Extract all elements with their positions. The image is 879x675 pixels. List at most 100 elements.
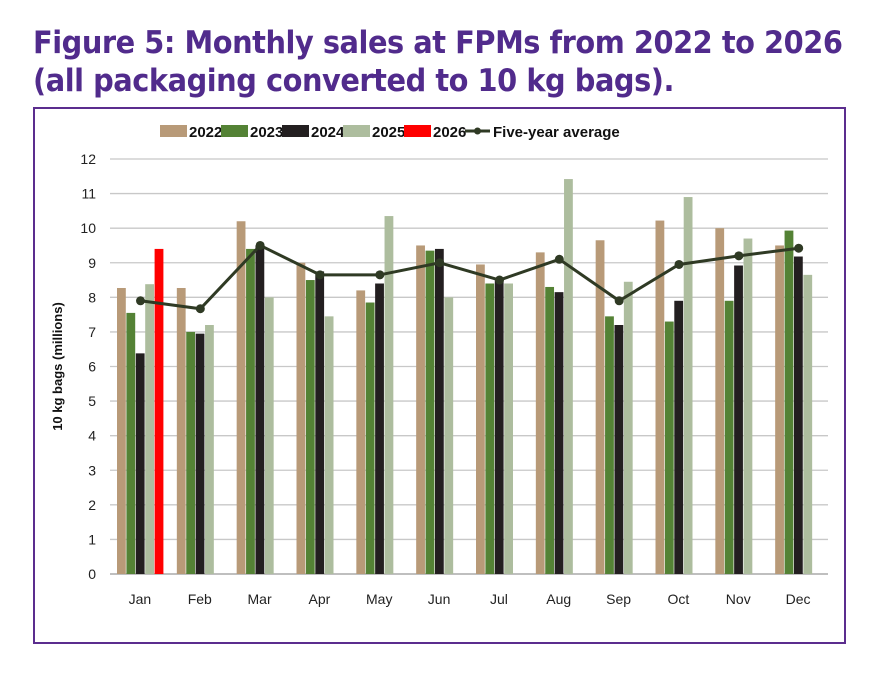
y-tick-label: 9 [88, 255, 96, 271]
y-tick-label: 7 [88, 324, 96, 340]
bar-2023-Aug [545, 286, 555, 574]
bar-2025-Jan [145, 284, 154, 574]
avg-point-Sep [614, 296, 624, 306]
bar-2023-Dec [784, 230, 794, 574]
five-year-average-line [140, 243, 799, 311]
bar-2026-Jan [154, 248, 164, 574]
x-tick-label: Jul [490, 591, 508, 607]
avg-point-May [375, 270, 385, 280]
legend-swatch-2025 [343, 125, 370, 137]
bar-2024-Apr [315, 271, 325, 574]
bar-2022-Nov [715, 228, 725, 574]
bar-2022-Jun [416, 245, 425, 575]
bar-2025-Dec [803, 274, 813, 574]
y-tick-label: 10 [80, 220, 96, 236]
bar-2022-Mar [236, 221, 246, 574]
bar-2022-Feb [176, 287, 186, 574]
bar-2023-Nov [724, 300, 734, 574]
bar-2022-Aug [535, 252, 545, 574]
legend-label: 2025 [372, 124, 405, 141]
bar-2025-Feb [205, 325, 214, 574]
bar-2024-Aug [554, 292, 564, 574]
y-tick-label: 4 [88, 428, 96, 444]
bar-2024-Dec [793, 256, 803, 574]
avg-point-Apr [315, 270, 325, 280]
bar-2025-Nov [743, 238, 753, 574]
bar-2022-Jul [476, 264, 485, 574]
bar-2025-Mar [264, 297, 274, 574]
bar-2023-Jun [425, 250, 435, 575]
bar-2024-Oct [674, 300, 684, 574]
x-tick-label: Oct [668, 591, 690, 607]
bar-2023-Apr [305, 280, 315, 574]
chart-frame [33, 107, 846, 644]
avg-point-Mar [255, 240, 265, 250]
bar-2022-Apr [296, 262, 306, 574]
bar-2023-May [365, 302, 375, 574]
bar-2023-Jul [485, 283, 495, 574]
bar-2024-Feb [195, 333, 205, 574]
title-line-1: Figure 5: Monthly sales at FPMs from 202… [33, 25, 843, 61]
bar-2023-Mar [246, 248, 255, 574]
x-tick-label: Dec [786, 591, 811, 607]
y-tick-label: 8 [88, 289, 96, 305]
bar-2025-May [384, 216, 394, 574]
x-tick-label: Aug [546, 591, 571, 607]
x-tick-label: Mar [248, 591, 272, 607]
bar-2024-Jun [434, 248, 444, 574]
bar-2024-Sep [614, 325, 624, 574]
bar-2023-Jan [126, 312, 136, 574]
bar-2022-Dec [775, 245, 784, 575]
legend-label: 2026 [433, 124, 466, 141]
x-tick-label: Nov [726, 591, 751, 607]
y-tick-label: 5 [88, 393, 96, 409]
bar-2023-Sep [605, 316, 614, 574]
y-axis-label: 10 kg bags (millions) [50, 302, 65, 431]
avg-point-Dec [794, 243, 804, 253]
x-tick-label: Apr [309, 591, 331, 607]
bar-2022-May [356, 290, 366, 574]
bar-2022-Sep [595, 240, 605, 575]
y-tick-label: 11 [81, 186, 96, 202]
avg-point-Oct [674, 259, 684, 269]
legend-swatch-2022 [160, 125, 187, 137]
avg-point-Jan [136, 296, 145, 306]
y-tick-label: 3 [88, 462, 96, 478]
bar-2024-Mar [255, 245, 265, 575]
title-line-2: (all packaging converted to 10 kg bags). [33, 63, 675, 99]
bar-2023-Feb [186, 331, 196, 574]
x-tick-label: Sep [606, 591, 631, 607]
bar-2024-Nov [734, 265, 743, 574]
bar-2025-Oct [683, 197, 693, 574]
legend-swatch-2023 [221, 125, 248, 137]
bar-2024-Jan [135, 353, 145, 574]
legend-swatch-2024 [282, 125, 309, 137]
x-tick-label: Feb [188, 591, 212, 607]
x-tick-label: Jan [129, 591, 152, 607]
avg-point-Nov [734, 251, 744, 261]
bar-2025-Apr [324, 316, 334, 574]
y-tick-label: 1 [88, 531, 96, 547]
bar-2025-Aug [564, 179, 573, 574]
x-tick-label: May [366, 591, 392, 607]
x-tick-label: Jun [428, 591, 451, 607]
bar-2024-May [375, 283, 384, 574]
bar-2023-Oct [664, 321, 674, 574]
legend-swatch-2026 [404, 125, 431, 137]
y-tick-label: 12 [80, 151, 96, 167]
avg-point-Feb [195, 304, 205, 314]
bar-2025-Sep [623, 281, 633, 574]
bar-2022-Oct [655, 220, 665, 574]
legend-label: Five-year average [493, 124, 620, 141]
avg-point-Jul [495, 275, 504, 285]
legend-label: 2022 [189, 124, 222, 141]
legend-marker-icon [474, 127, 481, 135]
y-tick-label: 0 [88, 566, 96, 582]
legend-label: 2023 [250, 124, 283, 141]
bar-2025-Jun [444, 297, 454, 574]
legend-label: 2024 [311, 124, 345, 141]
y-tick-label: 6 [88, 359, 96, 375]
avg-point-Aug [554, 254, 564, 264]
bar-2025-Jul [504, 283, 513, 574]
